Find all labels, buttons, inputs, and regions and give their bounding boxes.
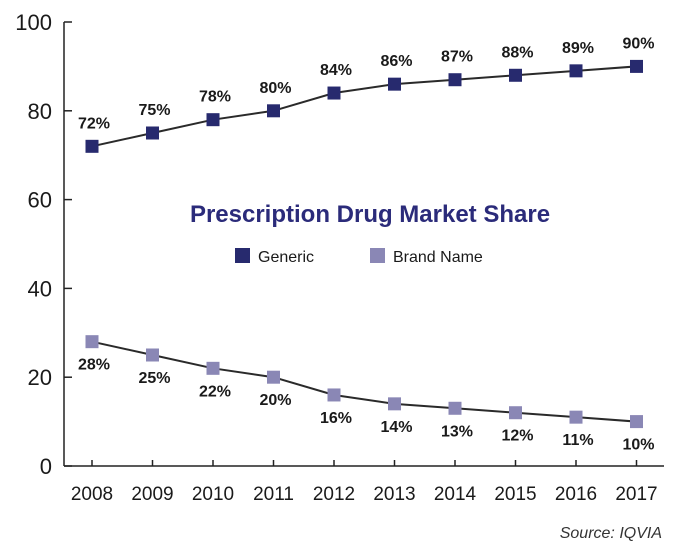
point-brand-name: [388, 397, 401, 411]
point-generic: [630, 59, 643, 73]
y-tick-label: 60: [28, 188, 52, 213]
x-tick-label: 2011: [253, 484, 294, 505]
point-brand-name: [630, 415, 643, 429]
point-brand-name: [85, 335, 99, 349]
point-generic: [448, 73, 462, 87]
source-note: Source: IQVIA: [560, 525, 662, 542]
point-brand-name: [327, 388, 341, 402]
data-label-generic: 80%: [259, 80, 291, 97]
point-generic: [206, 113, 220, 127]
data-label-brand-name: 14%: [380, 419, 412, 436]
point-brand-name: [146, 348, 159, 362]
x-tick-label: 2015: [494, 484, 536, 505]
point-brand-name: [509, 406, 522, 420]
data-label-generic: 89%: [562, 40, 594, 57]
data-labels: 72% 75% 78% 80% 84% 86% 87% 88% 89% 90% 28% 25% 22% 2…: [78, 35, 655, 453]
point-brand-name: [569, 410, 583, 424]
axes: [63, 22, 664, 467]
data-label-generic: 84%: [320, 62, 352, 79]
legend-swatch-brand-name: [370, 248, 385, 263]
x-tick-label: 2010: [192, 484, 234, 505]
data-label-brand-name: 12%: [501, 428, 533, 445]
series-line-generic: [91, 65, 637, 148]
legend-swatch-generic: [235, 248, 250, 263]
data-label-brand-name: 13%: [441, 423, 473, 440]
data-label-brand-name: 11%: [562, 432, 593, 449]
y-tick-label: 20: [28, 365, 52, 390]
data-label-brand-name: 16%: [320, 410, 352, 427]
point-generic: [327, 86, 341, 100]
legend-label-brand-name: Brand Name: [393, 249, 483, 266]
x-tick-label: 2016: [555, 484, 597, 505]
data-label-generic: 86%: [380, 53, 412, 70]
series-lines: [91, 65, 637, 423]
series-line-brand-name: [91, 340, 637, 423]
y-tick-label: 100: [15, 10, 52, 35]
y-tick-label: 80: [28, 99, 52, 124]
data-label-brand-name: 25%: [138, 370, 170, 387]
x-tick-label: 2012: [313, 484, 355, 505]
legend: Generic Brand Name: [235, 248, 483, 266]
data-label-brand-name: 28%: [78, 357, 110, 374]
point-generic: [388, 77, 401, 91]
point-generic: [569, 64, 583, 78]
y-tick-label: 40: [28, 276, 52, 301]
data-label-brand-name: 10%: [622, 437, 654, 454]
legend-label-generic: Generic: [258, 249, 314, 266]
data-label-brand-name: 22%: [199, 383, 231, 400]
data-label-generic: 90%: [622, 35, 654, 52]
data-label-generic: 88%: [501, 44, 533, 61]
point-generic: [146, 126, 159, 140]
point-brand-name: [448, 401, 462, 415]
point-brand-name: [206, 361, 220, 375]
point-generic: [85, 139, 99, 153]
point-brand-name: [267, 370, 280, 384]
x-tick-label: 2008: [71, 484, 113, 505]
data-label-generic: 87%: [441, 49, 473, 66]
series-markers: [85, 59, 643, 429]
data-label-generic: 75%: [138, 102, 170, 119]
data-label-brand-name: 20%: [259, 392, 291, 409]
data-label-generic: 72%: [78, 115, 110, 132]
data-label-generic: 78%: [199, 89, 231, 106]
x-tick-label: 2017: [615, 484, 657, 505]
x-tick-label: 2014: [434, 484, 477, 505]
x-tick-label: 2009: [131, 484, 173, 505]
y-ticks: 0 20 40 60 80 100: [15, 10, 72, 479]
y-tick-label: 0: [40, 454, 52, 479]
chart-title: Prescription Drug Market Share: [190, 201, 550, 228]
point-generic: [509, 68, 522, 82]
x-ticks: 2008 2009 2010 2011 2012 2013 2014 2015 2016 2017: [71, 460, 658, 505]
x-tick-label: 2013: [373, 484, 415, 505]
point-generic: [267, 104, 280, 118]
